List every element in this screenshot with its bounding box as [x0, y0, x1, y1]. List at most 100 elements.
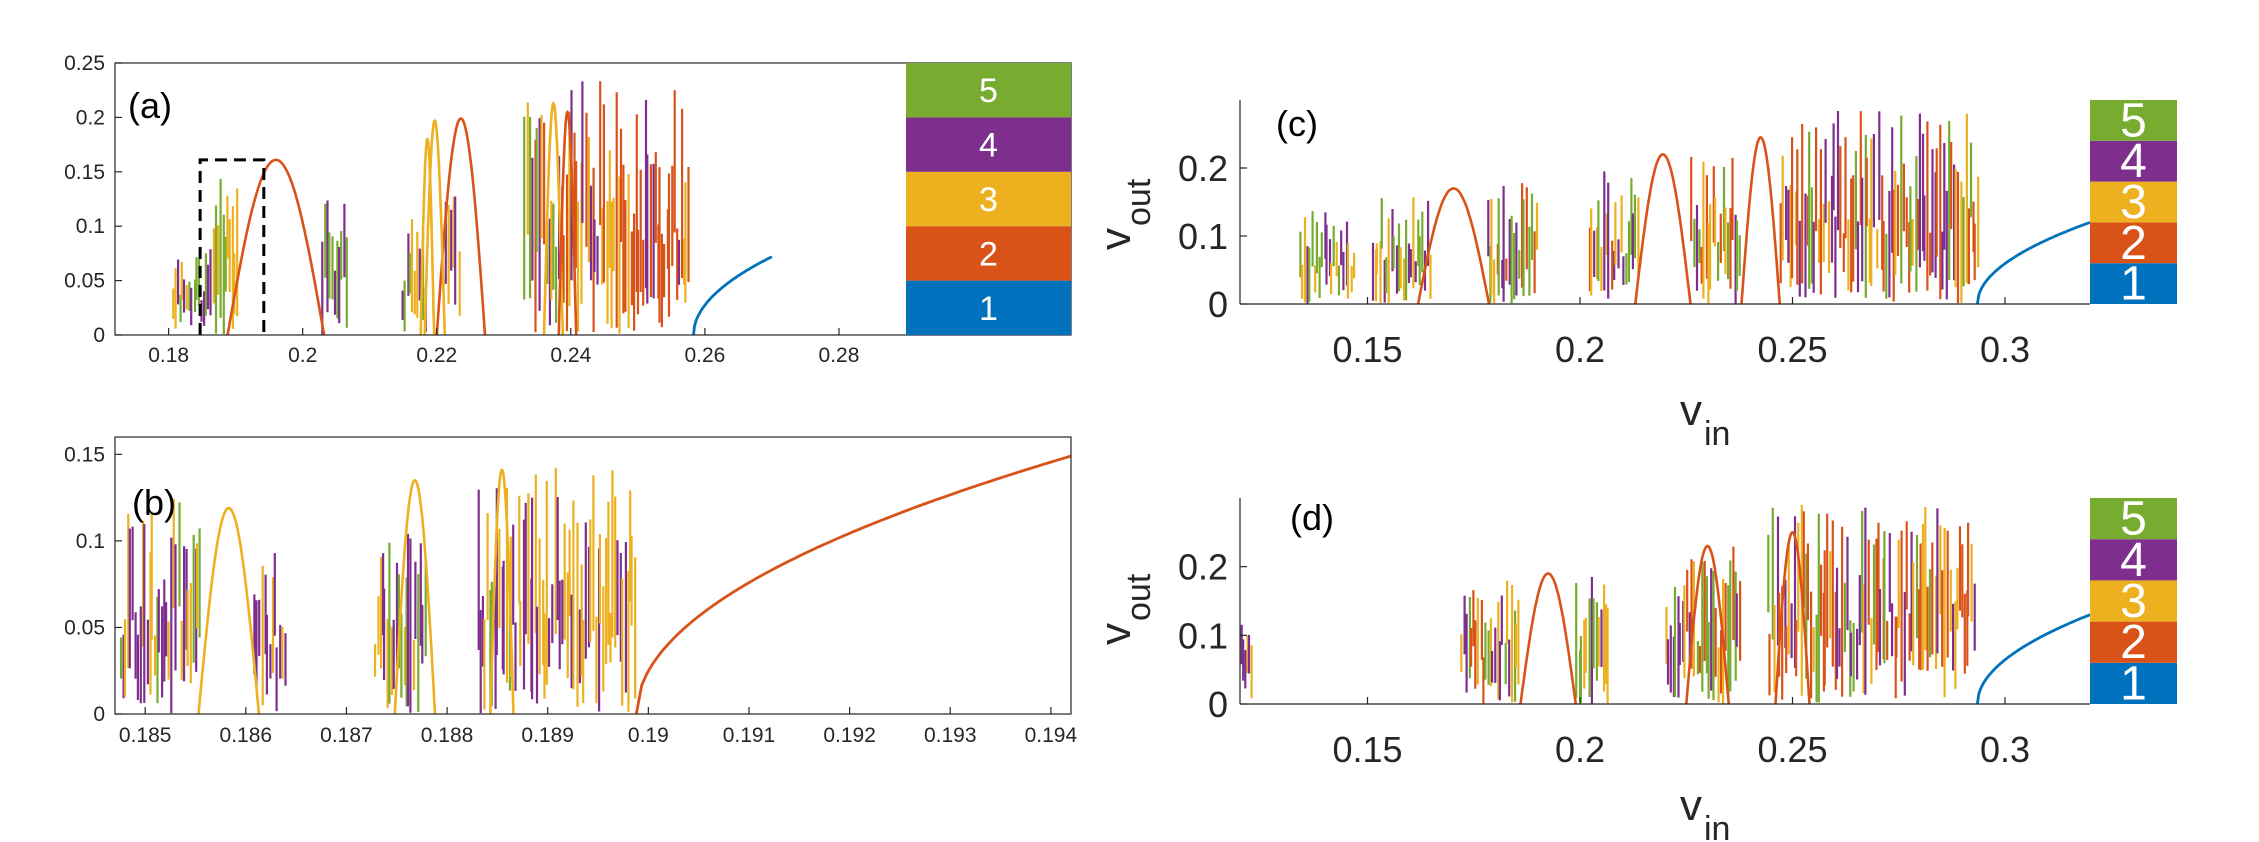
- periodic-window-arc: [1774, 530, 1811, 704]
- colorbar-label: 4: [2120, 135, 2147, 188]
- periodic-window-arc: [1685, 544, 1731, 704]
- periodic-window-arc: [542, 101, 565, 335]
- panel-b-axes-box: [114, 436, 1072, 715]
- x-tick-label: 0.188: [421, 724, 474, 747]
- colorbar-segment: [906, 171, 1071, 227]
- colorbar-segment: [2090, 140, 2177, 182]
- panel-a-ticks: 0.18 0.2 0.22 0.24 0.26 0.28 0 0.05 0.1 0.15 0.2 0.…: [64, 52, 859, 367]
- colorbar-segment: [2090, 222, 2177, 264]
- panel-c-label: (c): [1276, 103, 1318, 144]
- panel-a-label: (a): [128, 85, 172, 126]
- y-tick-label: 0.15: [64, 443, 105, 466]
- panel-c-ylabel-main: v: [1091, 228, 1140, 250]
- colorbar-label: 1: [2120, 657, 2147, 710]
- y-tick-label: 0.1: [1178, 615, 1228, 656]
- colorbar-label: 3: [2120, 176, 2147, 229]
- panel-b: 0.185 0.186 0.187 0.188 0.189 0.19 0.191 0.192 0…: [64, 436, 1078, 747]
- colorbar-segment: [906, 63, 1071, 118]
- periodic-window-arc: [197, 506, 261, 714]
- periodic-window-arc: [1634, 153, 1692, 304]
- periodic-window-arc: [1416, 187, 1491, 304]
- x-tick-label: 0.22: [416, 344, 457, 367]
- x-tick-label: 0.26: [684, 344, 725, 367]
- colorbar-segment: [2090, 539, 2177, 581]
- panel-d-label: (d): [1290, 497, 1334, 538]
- panel-b-label: (b): [132, 482, 176, 523]
- colorbar-label: 1: [979, 290, 998, 328]
- x-tick-label: 0.186: [220, 724, 273, 747]
- y-tick-label: 0: [93, 703, 105, 726]
- colorbar-segment: [2090, 181, 2177, 223]
- x-tick-label: 0.3: [1980, 329, 2030, 370]
- y-tick-label: 0.1: [76, 530, 105, 553]
- y-tick-label: 0.1: [76, 215, 105, 238]
- colorbar-segment: [2090, 100, 2177, 141]
- x-tick-label: 0.187: [320, 724, 373, 747]
- panel-d-ylabel: v out: [1091, 573, 1158, 645]
- x-tick-label: 0.15: [1332, 329, 1402, 370]
- colorbar-label: 5: [2120, 94, 2147, 147]
- x-tick-label: 0.189: [521, 724, 574, 747]
- periodic-window-arc: [423, 118, 447, 335]
- panel-c-xlabel: v in: [1680, 386, 1730, 453]
- panel-d-plot-area: [1240, 504, 2090, 704]
- x-tick-label: 0.3: [1980, 729, 2030, 770]
- x-tick-label: 0.193: [924, 724, 977, 747]
- periodic-window-arc: [419, 137, 436, 335]
- panel-c: 0.15 0.2 0.25 0.3 0 0.1 0.2 (c) v in v out 123…: [1091, 94, 2177, 453]
- x-tick-label: 0.192: [823, 724, 876, 747]
- colorbar-label: 4: [2120, 534, 2147, 587]
- colorbar-segment: [2090, 621, 2177, 663]
- panel-c-plot-area: [1299, 111, 2090, 304]
- y-tick-label: 0.05: [64, 616, 105, 639]
- panel-d-xlabel-sub: in: [1704, 810, 1730, 842]
- y-tick-label: 0.2: [1178, 148, 1228, 189]
- periodic-window-arc: [489, 468, 515, 714]
- colorbar-label: 3: [2120, 575, 2147, 628]
- y-tick-label: 0: [1208, 684, 1228, 725]
- panel-d-ticks: 0.15 0.2 0.25 0.3 0 0.1 0.2: [1178, 547, 2030, 770]
- periodic-window-arc: [557, 110, 578, 335]
- periodic-window-arc: [1519, 572, 1578, 704]
- panel-a-colorbar: 1 2 3 4 5: [906, 63, 1071, 335]
- panel-d-ylabel-main: v: [1091, 623, 1140, 645]
- colorbar-label: 2: [2120, 616, 2147, 669]
- panel-b-plot-area: [119, 454, 1071, 714]
- panel-d-xlabel: v in: [1680, 781, 1730, 842]
- x-tick-label: 0.191: [723, 724, 776, 747]
- colorbar-label: 2: [979, 235, 998, 273]
- periodic-window-arc: [393, 478, 437, 714]
- colorbar-segment: [2090, 580, 2177, 622]
- y-tick-label: 0.2: [76, 106, 105, 129]
- periodic-window-arc: [1740, 136, 1782, 304]
- panel-c-ticks: 0.15 0.2 0.25 0.3 0 0.1 0.2: [1178, 148, 2030, 370]
- panel-c-xlabel-sub: in: [1704, 415, 1730, 453]
- y-tick-label: 0.25: [64, 52, 105, 75]
- x-tick-label: 0.25: [1757, 329, 1827, 370]
- colorbar-label: 3: [979, 181, 998, 219]
- colorbar-label: 2: [2120, 217, 2147, 270]
- panel-c-ylabel: v out: [1091, 178, 1158, 250]
- zoom-box: [198, 158, 266, 335]
- periodic-window-arc: [226, 158, 326, 335]
- x-tick-label: 0.2: [288, 344, 317, 367]
- y-tick-label: 0: [1208, 284, 1228, 325]
- x-tick-label: 0.15: [1332, 729, 1402, 770]
- x-tick-label: 0.194: [1025, 724, 1078, 747]
- colorbar-label: 5: [979, 72, 998, 110]
- y-tick-label: 0.15: [64, 161, 105, 184]
- colorbar-label: 1: [2120, 258, 2147, 311]
- colorbar-label: 4: [979, 127, 998, 165]
- y-tick-label: 0.2: [1178, 547, 1228, 588]
- y-tick-label: 0: [93, 324, 105, 347]
- colorbar-segment: [2090, 662, 2177, 704]
- x-tick-label: 0.18: [148, 344, 189, 367]
- x-tick-label: 0.2: [1555, 729, 1605, 770]
- colorbar-label: 5: [2120, 493, 2147, 546]
- colorbar-segment: [906, 226, 1071, 281]
- panel-c-xlabel-main: v: [1680, 386, 1702, 435]
- x-tick-label: 0.24: [550, 344, 591, 367]
- colorbar-segment: [2090, 498, 2177, 540]
